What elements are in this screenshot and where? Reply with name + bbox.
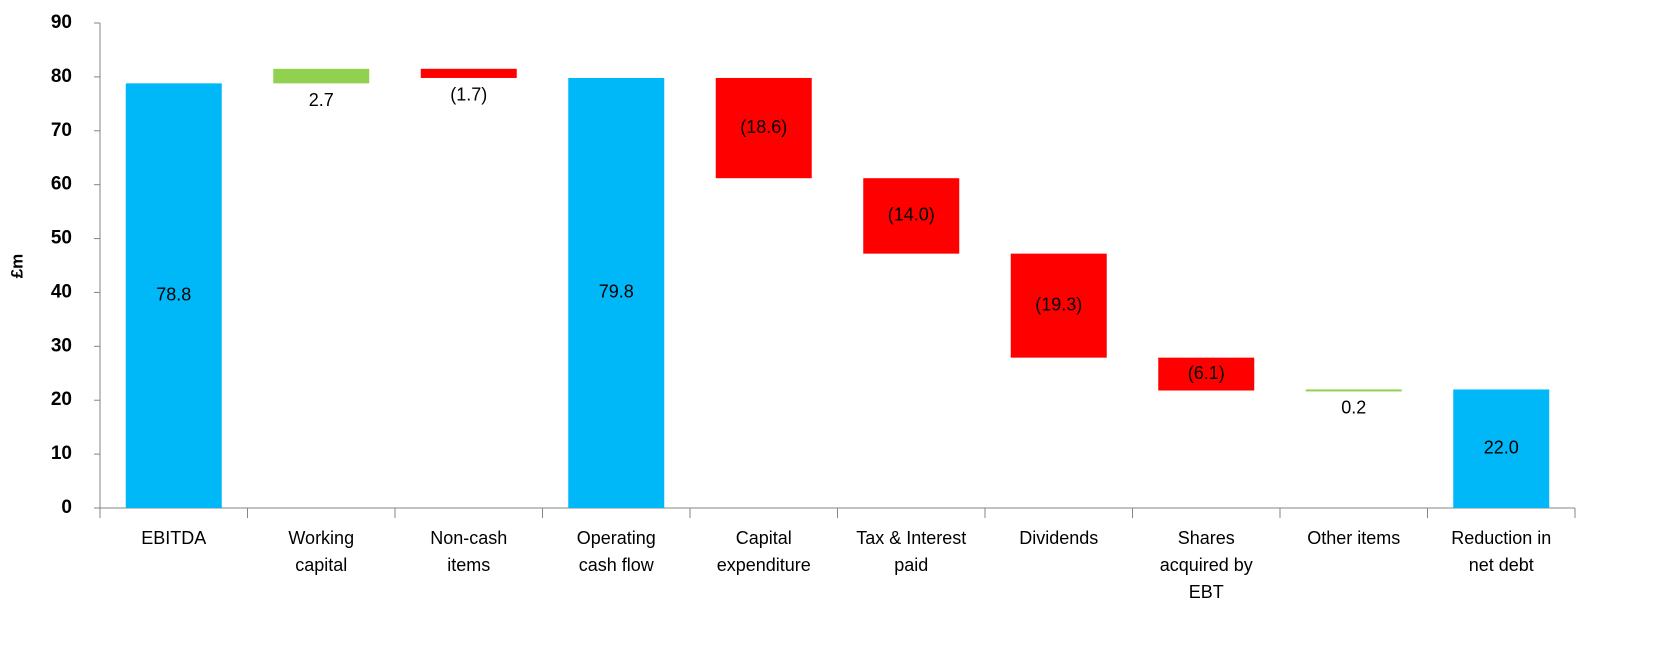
value-label: 2.7 <box>309 90 334 110</box>
value-label: 0.2 <box>1341 397 1366 417</box>
y-axis-label: £m <box>7 254 26 279</box>
y-tick-label: 80 <box>51 66 72 87</box>
y-tick-label: 40 <box>51 281 72 302</box>
bar <box>273 68 370 84</box>
y-tick-label: 60 <box>51 174 72 195</box>
value-label: 79.8 <box>599 282 634 302</box>
value-label: 78.8 <box>156 284 191 304</box>
x-tick-label: Working capital <box>288 528 354 575</box>
bar <box>1305 389 1402 392</box>
y-tick-label: 0 <box>61 497 72 518</box>
x-tick-label: Reduction in net debt <box>1451 528 1551 575</box>
y-tick-label: 20 <box>51 389 72 410</box>
y-tick-label: 50 <box>51 228 72 249</box>
bar <box>125 83 222 508</box>
bar <box>1158 357 1255 391</box>
x-tick-label: Non-cash items <box>430 528 507 575</box>
y-tick-label: 70 <box>51 120 72 141</box>
y-tick-label: 90 <box>51 12 72 33</box>
x-tick-label: Shares acquired by EBT <box>1160 528 1253 602</box>
bar <box>863 178 960 254</box>
y-tick-label: 30 <box>51 335 72 356</box>
value-label: (1.7) <box>450 85 487 105</box>
value-label: (14.0) <box>888 205 935 225</box>
bar <box>715 77 812 179</box>
bar <box>568 77 665 508</box>
x-tick-label: Capital expenditure <box>717 528 811 575</box>
x-tick-label: Other items <box>1307 528 1400 548</box>
y-tick-label: 10 <box>51 443 72 464</box>
x-tick-label: Dividends <box>1019 528 1098 548</box>
bar <box>1453 389 1550 508</box>
bar <box>1010 253 1107 358</box>
x-tick-label: Operating cash flow <box>577 528 656 575</box>
value-label: (18.6) <box>740 117 787 137</box>
value-label: (19.3) <box>1035 294 1082 314</box>
x-tick-label: Tax & Interest paid <box>856 528 966 575</box>
value-label: 22.0 <box>1484 437 1519 457</box>
x-tick-label: EBITDA <box>141 528 206 548</box>
value-label: (6.1) <box>1188 363 1225 383</box>
bar <box>420 68 517 78</box>
